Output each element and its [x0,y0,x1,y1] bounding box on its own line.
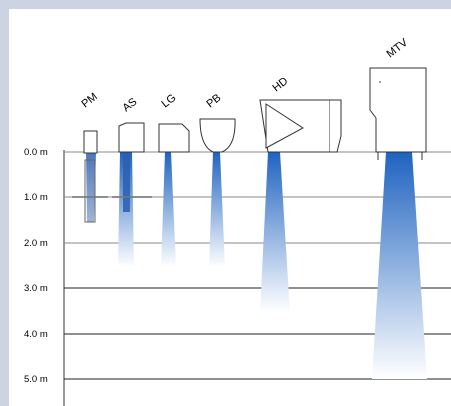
fixture-hd [259,99,342,312]
beam-hd [260,152,290,312]
fixture-label-hd: HD [270,75,290,94]
depth-label-3: 3.0 m [24,283,48,294]
fixture-body-as [118,122,145,153]
fixture-label-mtv: MTV [384,36,410,60]
fixture-label-pm: PM [79,91,99,111]
fixture-dot-mtv [379,81,381,83]
fixture-lg [158,123,190,267]
fixture-body-lg [158,123,190,153]
fixture-pm [72,130,108,223]
beam-mtv [372,152,427,379]
frame-top-bar [0,0,451,9]
fixture-reflector-hd [265,103,304,149]
beam-pb [209,152,225,267]
fixture-labels: PM AS LG PB HD MTV [79,36,410,114]
fixture-label-pb: PB [204,92,223,110]
depth-label-2: 2.0 m [24,238,48,249]
depth-label-0: 0.0 m [24,147,48,158]
fixture-label-lg: LG [159,92,178,110]
fixture-mtv [369,67,427,379]
fixture-stem-pm [84,159,96,223]
depth-labels: 0.0 m 1.0 m 2.0 m 3.0 m 4.0 m 5.0 m [24,147,48,385]
beam-core-as [123,152,130,212]
depth-label-4: 4.0 m [24,329,48,340]
beam-lg [161,152,176,267]
depth-label-1: 1.0 m [24,192,48,203]
depth-label-5: 5.0 m [24,374,48,385]
fixture-body-pb [199,118,236,153]
fixture-as [112,122,152,267]
fixture-handle-hd [330,99,342,153]
fixture-label-as: AS [120,96,139,114]
frame-left-bar [0,0,9,406]
fixture-body-pm [83,130,98,154]
beam-pm [86,152,96,222]
fixture-pb [199,118,236,267]
fixture-body-mtv [369,67,427,153]
